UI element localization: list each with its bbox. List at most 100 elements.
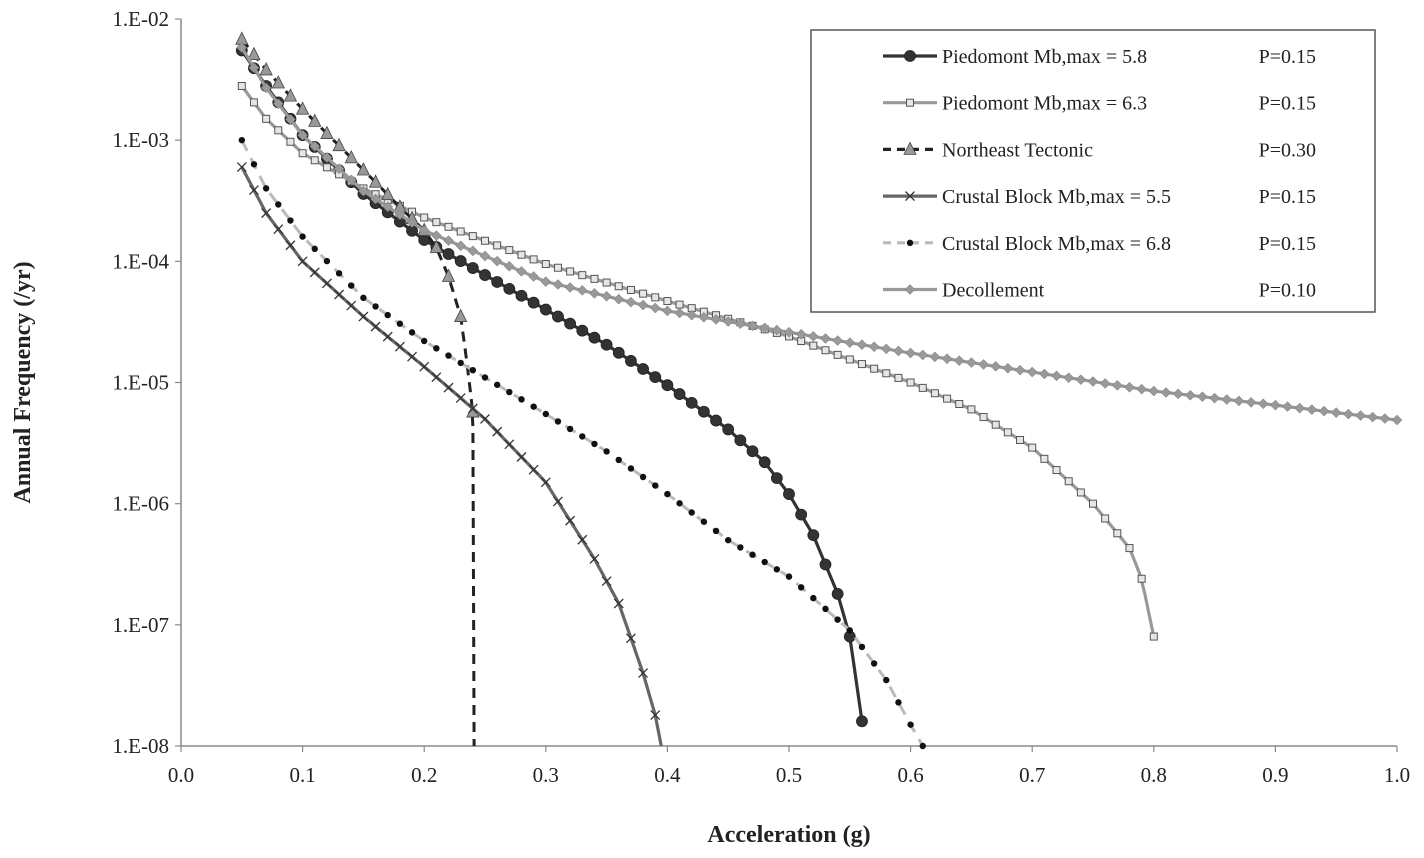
marker-diamond <box>260 82 272 94</box>
marker-diamond <box>856 339 868 351</box>
marker-diamond <box>455 240 467 252</box>
marker-square <box>1101 514 1110 523</box>
marker-diamond <box>1379 413 1391 424</box>
marker-square <box>517 250 526 259</box>
legend-item-piedomont-mb-max-6-3: Piedomont Mb,max = 6.3 P=0.15 <box>883 93 1316 115</box>
marker-x <box>249 185 259 196</box>
marker-x <box>528 464 539 475</box>
marker-dot <box>530 403 537 410</box>
marker-circle <box>552 310 564 323</box>
marker-square <box>943 394 952 403</box>
marker-dot <box>579 433 586 440</box>
marker-x <box>480 414 490 424</box>
marker-triangle <box>344 149 358 164</box>
marker-diamond <box>990 360 1002 372</box>
marker-diamond <box>370 193 381 205</box>
marker-square <box>1064 477 1073 486</box>
marker-diamond <box>1039 368 1050 380</box>
marker-circle <box>491 276 504 288</box>
marker-dot <box>518 396 525 403</box>
marker-diamond <box>795 328 807 340</box>
y-axis-title: Annual Frequency (/yr) <box>10 261 36 503</box>
marker-dot <box>810 594 817 602</box>
marker-diamond <box>807 331 819 342</box>
marker-dot <box>688 509 695 516</box>
marker-diamond <box>1026 366 1038 378</box>
marker-dot <box>238 136 245 144</box>
marker-diamond <box>1257 398 1269 410</box>
marker-dot <box>421 337 428 345</box>
marker-square <box>1016 435 1025 444</box>
x-tick-label: 0.1 <box>289 763 315 787</box>
marker-diamond <box>613 293 625 305</box>
marker-circle <box>722 423 735 436</box>
marker-x <box>346 300 357 311</box>
marker-diamond <box>917 349 929 361</box>
marker-square <box>541 260 550 269</box>
marker-x <box>443 382 454 393</box>
legend-p-label: P=0.30 <box>1259 139 1316 161</box>
marker-dot <box>906 239 914 246</box>
legend-label: Crustal Block Mb,max = 6.8 <box>942 233 1171 255</box>
marker-diamond <box>625 296 637 308</box>
marker-diamond <box>333 163 345 175</box>
marker-square <box>444 222 453 231</box>
marker-dot <box>846 627 853 634</box>
marker-diamond <box>1087 376 1099 387</box>
marker-x <box>394 341 405 352</box>
marker-square <box>1137 574 1146 583</box>
legend-item-crustal-block-mb-max-5-5: Crustal Block Mb,max = 5.5 P=0.15 <box>883 186 1316 208</box>
marker-circle <box>588 331 601 344</box>
legend-p-label: P=0.15 <box>1259 186 1316 208</box>
legend-label: Piedomont Mb,max = 6.3 <box>942 93 1147 115</box>
marker-triangle <box>368 174 383 188</box>
marker-diamond <box>662 305 673 317</box>
marker-x <box>309 267 320 278</box>
marker-diamond <box>1306 404 1318 415</box>
marker-dot <box>858 643 866 651</box>
marker-diamond <box>771 324 783 336</box>
marker-dot <box>603 448 610 455</box>
marker-square <box>1125 544 1134 553</box>
marker-circle <box>783 488 795 500</box>
marker-diamond <box>722 316 734 327</box>
marker-triangle <box>332 137 346 152</box>
y-tick-label: 1.E-05 <box>112 371 169 395</box>
marker-square <box>1040 454 1049 463</box>
marker-triangle <box>903 141 917 155</box>
marker-diamond <box>1184 389 1196 401</box>
marker-diamond <box>552 279 564 290</box>
marker-diamond <box>564 282 576 293</box>
marker-x <box>589 553 600 564</box>
marker-x <box>540 477 551 488</box>
marker-dot <box>676 500 683 507</box>
marker-x <box>492 426 503 437</box>
marker-dot <box>652 482 659 489</box>
marker-dot <box>822 605 829 613</box>
marker-square <box>663 297 672 306</box>
marker-diamond <box>1355 410 1366 421</box>
marker-square <box>237 81 246 90</box>
marker-triangle <box>429 239 444 253</box>
marker-square <box>262 114 271 123</box>
marker-x <box>358 311 369 322</box>
marker-diamond <box>698 311 710 323</box>
x-tick-label: 0.0 <box>168 763 194 787</box>
legend-box <box>810 29 1376 313</box>
marker-diamond <box>443 235 454 247</box>
marker-diamond <box>503 260 515 272</box>
marker-square <box>845 355 854 364</box>
marker-x <box>467 403 478 414</box>
marker-triangle <box>259 62 273 76</box>
marker-diamond <box>248 62 260 74</box>
marker-diamond <box>406 217 418 228</box>
marker-square <box>930 389 939 398</box>
y-tick-label: 1.E-02 <box>112 7 169 31</box>
marker-diamond <box>358 185 369 197</box>
marker-square <box>639 289 648 298</box>
marker-dot <box>639 473 647 481</box>
marker-square <box>274 126 283 135</box>
marker-x <box>273 224 284 235</box>
marker-square <box>991 420 1000 429</box>
marker-triangle <box>356 162 371 176</box>
